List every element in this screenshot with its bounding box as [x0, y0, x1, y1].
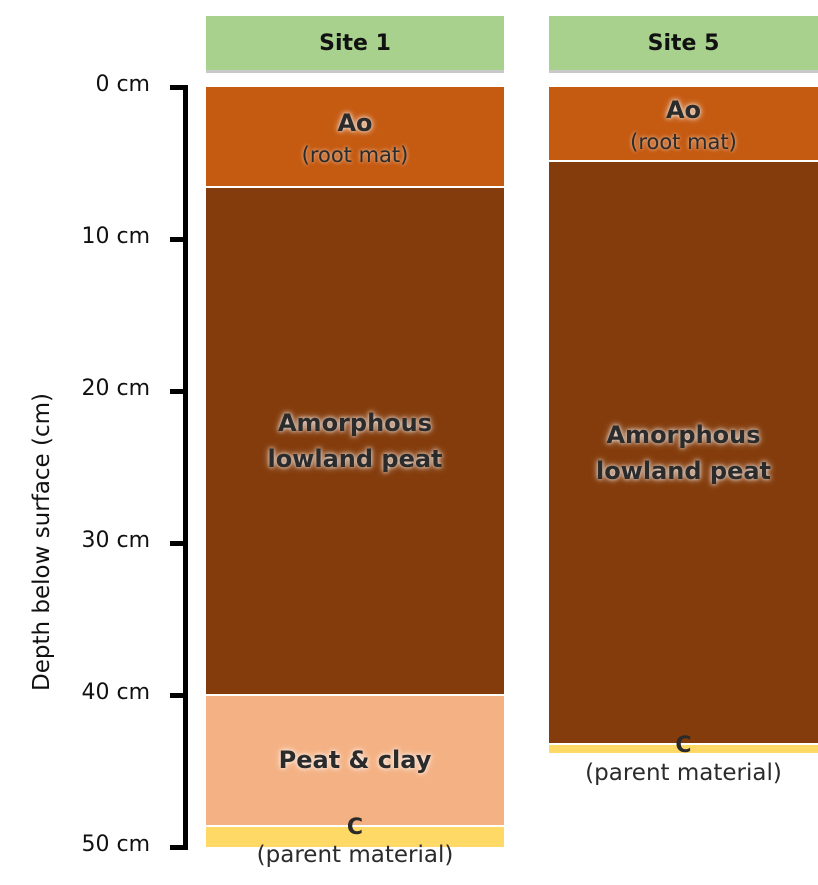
layer-boundary	[549, 742, 818, 745]
parent-material-label: C (parent material)	[529, 732, 818, 788]
soil-layer	[549, 743, 818, 753]
axis-tick	[170, 237, 188, 242]
axis-tick-label: 30 cm	[81, 528, 150, 553]
site-header: Site 1	[206, 16, 504, 73]
soil-layer: Peat & clay	[206, 695, 504, 826]
site-header: Site 5	[549, 16, 818, 73]
axis-title: Depth below surface (cm)	[29, 392, 55, 691]
axis-tick-label: 50 cm	[81, 832, 150, 857]
layer-boundary	[206, 694, 504, 696]
axis-tick	[170, 541, 188, 546]
layer-boundary	[206, 186, 504, 189]
soil-layer	[206, 825, 504, 847]
layer-name: Ao	[665, 96, 702, 125]
soil-layer: Amorphous lowland peat	[206, 187, 504, 695]
layer-name: Peat & clay	[278, 746, 432, 775]
layer-name: Amorphous lowland peat	[595, 420, 772, 485]
axis-tick	[170, 693, 188, 698]
layer-name: C	[346, 814, 364, 840]
layer-name: Amorphous lowland peat	[267, 409, 443, 474]
layer-sublabel: (parent material)	[585, 759, 782, 786]
soil-layer: Ao (root mat)	[549, 87, 818, 162]
axis-tick-label: 20 cm	[81, 376, 150, 401]
soil-layer: Amorphous lowland peat	[549, 161, 818, 744]
soil-layer: Ao (root mat)	[206, 87, 504, 188]
layer-name: C	[675, 732, 692, 758]
parent-material-label: C (parent material)	[186, 814, 524, 870]
layer-sublabel: (root mat)	[301, 143, 409, 168]
axis-tick-label: 40 cm	[81, 680, 150, 705]
axis-tick	[170, 389, 188, 394]
axis-tick-label: 10 cm	[81, 224, 150, 249]
layer-name: Ao	[337, 109, 373, 138]
layer-sublabel: (parent material)	[256, 841, 454, 868]
layer-boundary	[549, 160, 818, 163]
axis-line	[183, 85, 188, 849]
axis-tick-label: 0 cm	[95, 72, 150, 97]
axis-tick	[170, 845, 188, 850]
layer-boundary	[206, 824, 504, 827]
axis-tick	[170, 85, 188, 90]
layer-sublabel: (root mat)	[630, 130, 737, 155]
